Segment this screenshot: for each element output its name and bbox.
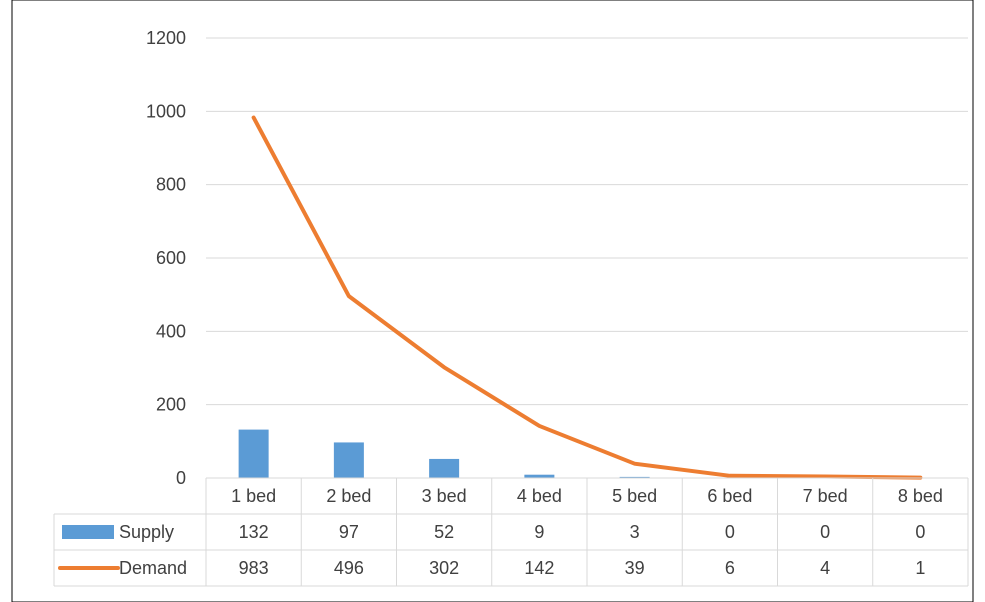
y-tick-label: 400 xyxy=(156,321,186,341)
demand-point xyxy=(253,117,255,119)
demand-point xyxy=(824,476,826,478)
data-table-cell: 0 xyxy=(820,522,830,542)
demand-series-line xyxy=(251,115,923,480)
data-table-cell: 39 xyxy=(625,558,645,578)
category-label: 7 bed xyxy=(803,486,848,506)
y-tick-label: 600 xyxy=(156,248,186,268)
data-table-cell: 0 xyxy=(915,522,925,542)
series-name-label: Demand xyxy=(119,558,187,578)
category-label: 1 bed xyxy=(231,486,276,506)
supply-bar xyxy=(238,429,269,478)
supply-bar xyxy=(333,442,364,478)
y-tick-label: 1200 xyxy=(146,28,186,48)
category-label: 8 bed xyxy=(898,486,943,506)
supply-bar xyxy=(429,458,460,478)
y-tick-label: 1000 xyxy=(146,101,186,121)
supply-bar xyxy=(619,476,650,478)
y-tick-label: 800 xyxy=(156,175,186,195)
supply-legend-key xyxy=(62,525,114,539)
data-table-cell: 0 xyxy=(725,522,735,542)
demand-point xyxy=(443,366,445,368)
data-table-cell: 3 xyxy=(630,522,640,542)
series-name-label: Supply xyxy=(119,522,174,542)
demand-point xyxy=(348,295,350,297)
data-table-cell: 302 xyxy=(429,558,459,578)
y-tick-label: 0 xyxy=(176,468,186,488)
data-table-cell: 1 xyxy=(915,558,925,578)
data-table-cell: 52 xyxy=(434,522,454,542)
chart-border xyxy=(11,0,974,602)
data-table-cell: 142 xyxy=(524,558,554,578)
demand-point xyxy=(729,475,731,477)
supply-bars xyxy=(238,429,650,478)
category-label: 4 bed xyxy=(517,486,562,506)
gridlines xyxy=(206,37,968,406)
data-table-cell: 9 xyxy=(534,522,544,542)
category-label: 5 bed xyxy=(612,486,657,506)
data-table: 1 bed 2 bed 3 bed 4 bed 5 bed 6 bed 7 bed 8 bed… xyxy=(53,477,969,587)
data-table-cell: 4 xyxy=(820,558,830,578)
demand-point xyxy=(538,425,540,427)
data-table-cell: 97 xyxy=(339,522,359,542)
y-tick-label: 200 xyxy=(156,395,186,415)
category-label: 6 bed xyxy=(707,486,752,506)
category-label: 3 bed xyxy=(422,486,467,506)
supply-bar xyxy=(524,474,555,478)
data-table-cell: 6 xyxy=(725,558,735,578)
y-axis-ticks: 0 200 400 600 800 1000 1200 xyxy=(146,28,186,488)
data-table-cell: 983 xyxy=(239,558,269,578)
data-table-cell: 496 xyxy=(334,558,364,578)
data-table-cell: 132 xyxy=(239,522,269,542)
category-label: 2 bed xyxy=(326,486,371,506)
demand-point xyxy=(634,463,636,465)
